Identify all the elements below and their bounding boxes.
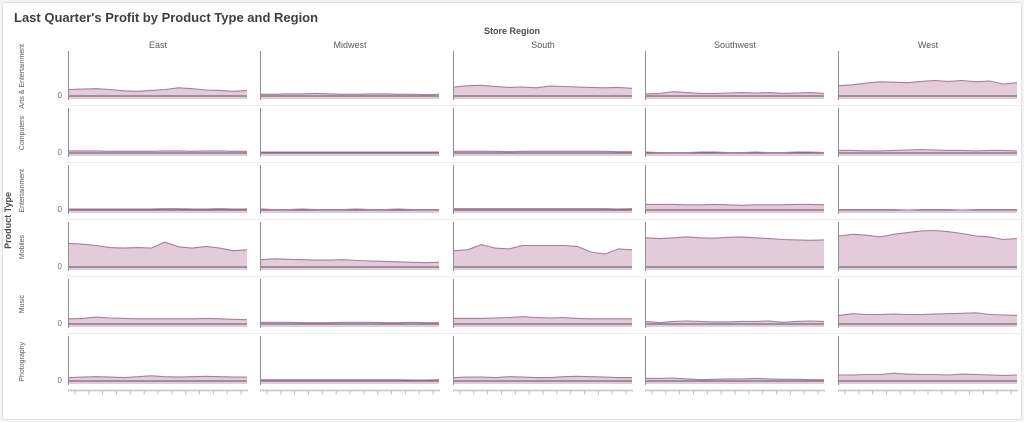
facet-cell-music-west[interactable] [838, 279, 1018, 328]
value-line [645, 151, 825, 154]
facet-cell-arts-entertainment-midwest[interactable] [260, 51, 440, 100]
x-axis-midwest [260, 389, 440, 395]
x-axis-east [68, 389, 248, 395]
facet-cell-music-midwest[interactable] [260, 279, 440, 328]
value-line [645, 320, 825, 324]
facet-cell-photography-west[interactable] [838, 336, 1018, 385]
area-fill [646, 236, 824, 270]
chart-title: Last Quarter's Profit by Product Type an… [14, 10, 319, 25]
value-line [838, 312, 1018, 316]
facet-cell-computers-west[interactable] [838, 108, 1018, 157]
area-fill [69, 317, 247, 327]
area-fill [69, 242, 247, 270]
row-separator [66, 105, 1020, 106]
column-header-southwest: Southwest [713, 40, 757, 50]
value-line [260, 258, 440, 264]
x-axis-south [453, 389, 633, 395]
facet-cell-entertainment-midwest[interactable] [260, 165, 440, 214]
value-line [646, 203, 825, 206]
facet-cell-music-east[interactable] [68, 279, 248, 328]
area-fill [454, 151, 632, 156]
value-line [453, 84, 633, 89]
y-tick-zero: 0 [57, 376, 62, 385]
area-fill [839, 230, 1017, 270]
facet-cell-photography-southwest[interactable] [645, 336, 825, 385]
value-line [453, 375, 632, 379]
column-header-midwest: Midwest [333, 40, 367, 50]
facet-cell-computers-midwest[interactable] [260, 108, 440, 157]
facet-cell-arts-entertainment-west[interactable] [838, 51, 1018, 100]
y-tick-zero: 0 [57, 91, 62, 100]
facet-cell-mobiles-midwest[interactable] [260, 222, 440, 271]
facet-cell-photography-east[interactable] [68, 336, 248, 385]
value-line [261, 92, 440, 96]
value-line [645, 91, 825, 95]
facet-cell-mobiles-east[interactable] [68, 222, 248, 271]
area-fill [454, 208, 632, 213]
facet-cell-music-south[interactable] [453, 279, 633, 328]
y-tick-zero: 0 [57, 319, 62, 328]
value-line [454, 316, 632, 320]
row-separator [66, 333, 1020, 334]
value-line [68, 316, 248, 321]
row-separator [66, 219, 1020, 220]
facet-cell-arts-entertainment-south[interactable] [453, 51, 633, 100]
value-line [645, 236, 825, 241]
facet-cell-arts-entertainment-southwest[interactable] [645, 51, 825, 100]
column-header-south: South [531, 40, 555, 50]
facet-cell-entertainment-east[interactable] [68, 165, 248, 214]
x-axis-west [838, 389, 1018, 395]
value-line [838, 229, 1018, 241]
facet-cell-mobiles-west[interactable] [838, 222, 1018, 271]
area-fill [454, 244, 632, 270]
area-fill [69, 375, 247, 384]
value-line [68, 87, 248, 92]
y-tick-zero: 0 [57, 148, 62, 157]
value-line [838, 79, 1018, 87]
column-header-west: West [917, 40, 939, 50]
x-axis-southwest [645, 389, 825, 395]
facet-cell-entertainment-southwest[interactable] [645, 165, 825, 214]
area-fill [261, 322, 439, 327]
facet-cell-mobiles-south[interactable] [453, 222, 633, 271]
facet-cell-computers-south[interactable] [453, 108, 633, 157]
row-separator [66, 162, 1020, 163]
facet-cell-entertainment-west[interactable] [838, 165, 1018, 214]
y-tick-zero: 0 [57, 205, 62, 214]
facet-cell-photography-south[interactable] [453, 336, 633, 385]
area-fill [454, 376, 632, 384]
facet-x-axis-title: Store Region [483, 26, 540, 36]
facet-cell-mobiles-southwest[interactable] [645, 222, 825, 271]
value-line [839, 149, 1018, 152]
facet-cell-music-southwest[interactable] [645, 279, 825, 328]
value-line [453, 244, 633, 255]
area-fill [646, 204, 824, 213]
facet-cell-photography-midwest[interactable] [260, 336, 440, 385]
value-line [646, 377, 824, 381]
area-fill [839, 312, 1017, 327]
value-line [260, 208, 439, 211]
y-tick-zero: 0 [57, 262, 62, 271]
value-line [68, 375, 247, 379]
row-separator [66, 276, 1020, 277]
value-line [68, 241, 248, 252]
column-header-east: East [148, 40, 167, 50]
facet-cell-computers-east[interactable] [68, 108, 248, 157]
facet-cell-computers-southwest[interactable] [645, 108, 825, 157]
area-fill [839, 80, 1017, 99]
facet-cell-arts-entertainment-east[interactable] [68, 51, 248, 100]
value-line [839, 372, 1018, 376]
facet-cell-entertainment-south[interactable] [453, 165, 633, 214]
